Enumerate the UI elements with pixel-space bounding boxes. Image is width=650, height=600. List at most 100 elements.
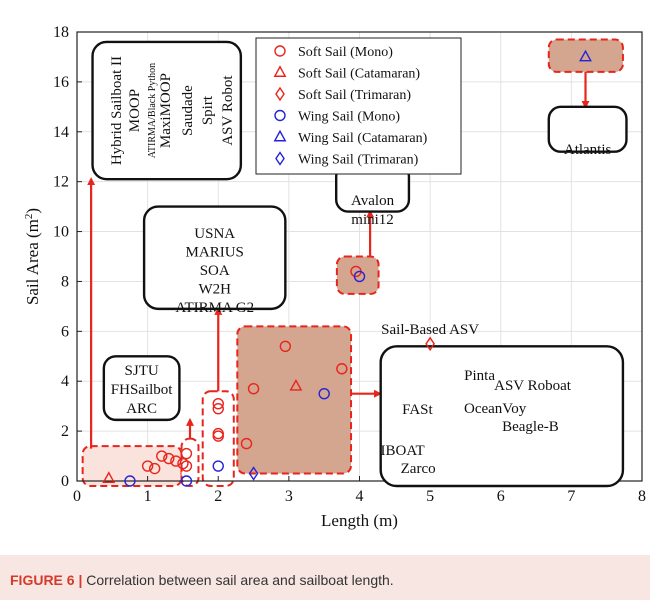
data-point [180, 460, 193, 472]
y-tick-label: 8 [61, 273, 69, 290]
box-atlantis [547, 105, 628, 153]
avalon-box-line: Avalon [351, 193, 395, 209]
data-points [102, 49, 592, 487]
big-box-line: ASV Roboat [494, 378, 572, 394]
highlight-atlantis [547, 38, 624, 73]
usna-box-line: USNA [194, 226, 235, 242]
legend-label: Wing Sail (Mono) [298, 110, 400, 125]
y-tick-label: 16 [53, 74, 69, 91]
x-tick-label: 4 [356, 488, 364, 505]
hybrid-box-line: Hybrid Sailboat II [109, 56, 125, 165]
data-point [163, 452, 175, 465]
box-big [379, 345, 625, 488]
figure-caption-text: Correlation between sail area and sailbo… [82, 572, 394, 588]
x-tick-label: 6 [497, 488, 505, 505]
data-point [124, 475, 136, 487]
legend-label: Wing Sail (Trimaran) [298, 153, 419, 168]
data-point [247, 383, 260, 395]
x-tick-label: 1 [144, 488, 152, 505]
data-point [579, 49, 592, 62]
y-axis-label-sup: 2 [23, 214, 35, 220]
hybrid-box-line: ATIRMA/Black Python [147, 63, 158, 158]
data-point [212, 402, 224, 415]
big-box-line: Pinta [464, 368, 495, 384]
data-point [425, 336, 435, 352]
big-box-line: Beagle-B [502, 419, 559, 435]
data-point [212, 397, 224, 410]
legend-marker [273, 65, 287, 77]
avalon-box-line: mini12 [351, 212, 394, 228]
big-box-line: IBOAT [380, 443, 424, 459]
usna-box-line: W2H [198, 282, 231, 298]
usna-box-line: SOA [200, 263, 230, 279]
data-point [289, 379, 303, 391]
data-point [170, 455, 182, 467]
highlight-2-5-to-4m [236, 325, 353, 475]
data-point [336, 363, 348, 375]
big-box-line: Zarco [401, 461, 436, 477]
hybrid-box-line: MOOP [127, 89, 143, 132]
legend-marker [273, 129, 287, 142]
sjtu-box-line: FHSailbot [111, 382, 174, 398]
figure-caption: FIGURE 6 | Correlation between sail area… [0, 555, 650, 600]
legend-box [255, 37, 462, 175]
box-hybrid [91, 40, 243, 181]
atlantis-box-line: Atlantis [564, 142, 612, 158]
data-point [180, 447, 193, 460]
usna-box-line: ATIRMA G2 [175, 300, 254, 316]
y-tick-label: 10 [53, 224, 69, 241]
data-point [180, 475, 193, 487]
figure-caption-label: FIGURE 6 | [10, 572, 83, 588]
legend-marker [275, 151, 285, 166]
data-point [102, 471, 116, 483]
annotation-boxes: Hybrid Sailboat II MOOP ATIRMA/Black Pytho… [91, 40, 628, 488]
sjtu-box-line: SJTU [125, 363, 159, 379]
x-tick-label: 3 [285, 488, 293, 505]
x-tick-label: 5 [426, 488, 434, 505]
data-point [212, 460, 224, 472]
legend: Soft Sail (Mono) Soft Sail (Catamaran) Sof… [255, 37, 462, 175]
y-tick-label: 6 [61, 323, 69, 340]
usna-box-line: MARIUS [186, 245, 244, 261]
legend-marker [274, 109, 286, 122]
y-axis-label-base: Sail Area (m [23, 219, 42, 305]
data-point [240, 437, 253, 450]
legend-label: Wing Sail (Catamaran) [298, 131, 428, 146]
annotation-arrows [87, 71, 590, 449]
y-tick-label: 14 [53, 124, 69, 141]
legend-label: Soft Sail (Catamaran) [298, 67, 420, 82]
data-point [353, 270, 366, 283]
data-point [148, 462, 161, 475]
x-tick-label: 2 [214, 488, 222, 505]
hybrid-box-line: Spirt [200, 95, 216, 125]
box-usna [142, 205, 287, 311]
sjtu-box-line: ARC [126, 401, 157, 417]
data-point [141, 460, 154, 472]
hybrid-box-line: Saudade [180, 85, 196, 136]
x-tick-label: 8 [638, 488, 646, 505]
x-tick-label: 0 [73, 488, 81, 505]
highlight-avalon [335, 255, 380, 295]
legend-label: Soft Sail (Trimaran) [298, 88, 411, 103]
data-point [156, 450, 168, 462]
box-sjtu [102, 355, 181, 422]
hybrid-box-line: ASV Robot [220, 75, 236, 146]
y-axis-label-close: ) [23, 208, 42, 214]
y-tick-label: 18 [53, 24, 69, 41]
y-tick-label: 2 [61, 423, 69, 440]
data-point [212, 430, 224, 442]
sail-based-asv-label: Sail-Based ASV [381, 322, 479, 338]
big-box-line: FASt [402, 402, 433, 418]
y-tick-label: 0 [61, 473, 69, 490]
legend-marker [274, 45, 286, 57]
x-tick-label: 7 [567, 488, 575, 505]
hybrid-box-line: MaxiMOOP [158, 73, 174, 148]
data-point [318, 387, 330, 400]
y-tick-label: 12 [53, 174, 69, 191]
data-point [248, 466, 259, 481]
data-point [279, 340, 292, 352]
highlight-small-boats [81, 445, 183, 487]
y-axis-label: Sail Area (m2) [23, 208, 42, 305]
